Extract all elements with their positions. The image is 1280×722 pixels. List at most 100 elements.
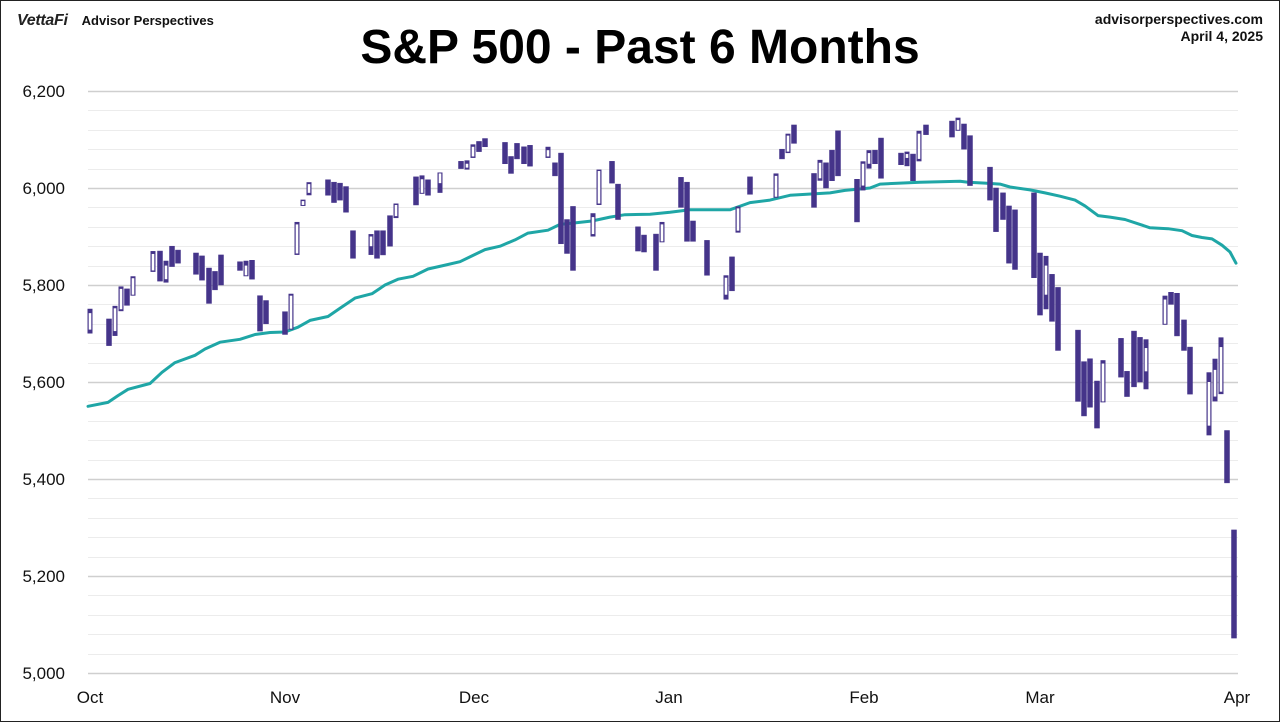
candle — [1043, 255, 1049, 310]
candle — [747, 176, 753, 195]
candle — [1055, 287, 1061, 351]
candle — [823, 162, 829, 189]
candle — [910, 153, 916, 181]
candle — [1137, 337, 1143, 383]
candle — [596, 169, 602, 205]
candle — [437, 172, 443, 193]
candle — [175, 249, 181, 264]
candle — [1087, 358, 1093, 408]
candle — [393, 203, 399, 219]
candle — [1094, 380, 1100, 429]
candle — [558, 152, 564, 245]
candle — [866, 150, 872, 169]
candle — [653, 233, 659, 271]
x-tick-label: Dec — [459, 688, 490, 707]
candle — [684, 181, 690, 242]
source-info: advisorperspectives.com April 4, 2025 — [1095, 11, 1263, 45]
candle — [112, 305, 118, 336]
y-tick-label: 6,200 — [22, 82, 65, 101]
candle — [829, 149, 835, 181]
y-tick-label: 5,200 — [22, 567, 65, 586]
candle — [1075, 329, 1081, 402]
y-tick-label: 5,000 — [22, 664, 65, 683]
x-tick-label: Apr — [1224, 688, 1251, 707]
candle — [860, 161, 866, 191]
candle — [545, 146, 551, 158]
candle — [817, 159, 823, 181]
candle — [514, 143, 520, 160]
candle — [249, 260, 255, 280]
candle — [157, 250, 163, 282]
candle — [987, 166, 993, 201]
candle — [237, 261, 243, 271]
candle — [949, 120, 955, 138]
candle — [552, 162, 558, 177]
candle — [130, 276, 136, 296]
chart-date: April 4, 2025 — [1180, 28, 1264, 44]
candle — [916, 130, 922, 162]
candle — [1049, 274, 1055, 322]
candle — [325, 179, 331, 196]
candle — [368, 234, 374, 255]
candle — [1006, 205, 1012, 264]
moving-average-path — [86, 179, 1238, 408]
gridlines — [88, 90, 1238, 675]
candle — [1124, 371, 1130, 397]
candle — [306, 182, 312, 196]
candle — [811, 173, 817, 208]
candle — [967, 135, 973, 186]
brand-name: Advisor Perspectives — [81, 13, 214, 28]
candle — [288, 293, 294, 330]
candle — [570, 206, 576, 271]
y-axis-labels: 5,000 5,200 5,400 5,600 5,800 6,000 6,200 — [22, 82, 65, 683]
candle — [300, 199, 306, 206]
candle — [1212, 358, 1218, 402]
candle — [413, 176, 419, 206]
y-tick-label: 5,400 — [22, 470, 65, 489]
y-tick-label: 5,800 — [22, 276, 65, 295]
candle — [1174, 292, 1180, 337]
candle — [1181, 319, 1187, 351]
candle — [1118, 338, 1124, 378]
candle — [898, 152, 904, 165]
candle — [521, 146, 527, 164]
candle — [150, 251, 156, 272]
candle — [502, 142, 508, 165]
candle — [641, 234, 647, 253]
x-tick-label: Nov — [270, 688, 301, 707]
candle — [419, 175, 425, 194]
candle — [1037, 252, 1043, 316]
x-axis-labels: Oct Nov Dec Jan Feb Mar Apr — [77, 688, 1251, 707]
candle — [1168, 292, 1174, 305]
candle — [872, 149, 878, 164]
candle — [163, 260, 169, 283]
candle — [690, 220, 696, 242]
y-tick-label: 5,600 — [22, 373, 65, 392]
candle — [199, 255, 205, 281]
candle — [723, 275, 729, 300]
candle — [263, 300, 269, 325]
vettafi-logo: VettaFi — [17, 12, 68, 29]
candle — [961, 123, 967, 150]
site-url: advisorperspectives.com — [1094, 11, 1263, 27]
candle — [169, 245, 175, 267]
x-tick-label: Feb — [849, 688, 878, 707]
candle — [282, 311, 288, 335]
chart-title: S&P 500 - Past 6 Months — [360, 21, 920, 74]
candle — [729, 256, 735, 292]
candle — [1031, 192, 1037, 278]
candle — [1231, 529, 1237, 639]
candle — [1206, 372, 1212, 436]
candle — [1143, 339, 1149, 390]
candle — [508, 156, 514, 174]
candle — [470, 144, 476, 158]
candle — [659, 221, 665, 243]
candle — [458, 161, 464, 169]
candle — [87, 308, 93, 334]
candle — [331, 181, 337, 203]
candle — [590, 213, 596, 237]
candle — [294, 221, 300, 255]
candle — [124, 288, 130, 306]
